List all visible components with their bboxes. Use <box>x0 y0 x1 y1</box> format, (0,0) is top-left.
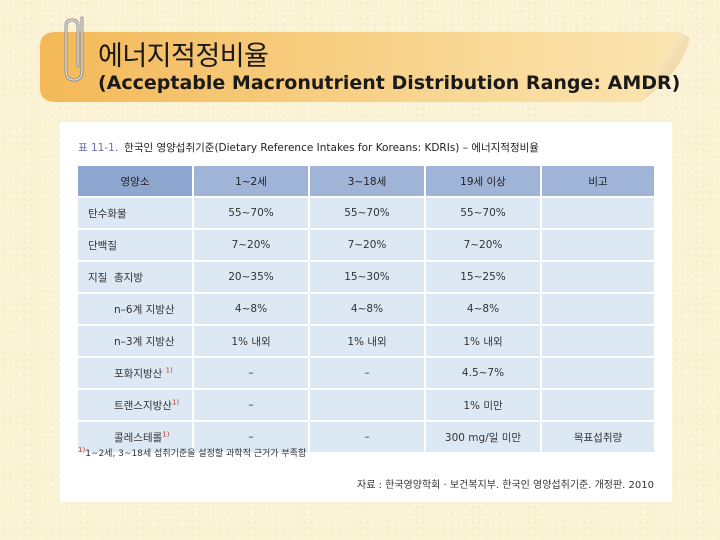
row-label: 탄수화물 <box>78 198 194 230</box>
table-cell: 15~30% <box>310 262 426 294</box>
table-caption: 표 11-1. 한국인 영양섭취기준(Dietary Reference Inta… <box>78 140 539 155</box>
footnote-marker: 1) <box>165 366 173 374</box>
table-cell: 4~8% <box>426 294 542 326</box>
table-number: 표 11-1. <box>78 142 119 154</box>
row-label-text: 트랜스지방산 <box>114 399 172 412</box>
source-citation: 자료 : 한국영양학회 · 보건복지부. 한국인 영양섭취기준. 개정판. 20… <box>357 480 654 491</box>
table-row: 지질 총지방 20~35% 15~30% 15~25% <box>78 262 654 294</box>
table-row: 단백질 7~20% 7~20% 7~20% <box>78 230 654 262</box>
row-label: 단백질 <box>78 230 194 262</box>
footnote-marker: 1) <box>171 398 180 406</box>
table-cell: – <box>310 422 426 454</box>
table-cell: 목표섭취량 <box>542 422 654 454</box>
row-label: 지질 총지방 <box>78 262 194 294</box>
table-cell: 7~20% <box>194 230 310 262</box>
footnote-marker: 1) <box>162 430 170 438</box>
table-cell: – <box>194 390 310 422</box>
table-cell <box>542 358 654 390</box>
table-cell: 15~25% <box>426 262 542 294</box>
row-label: n–3계 지방산 <box>78 326 194 358</box>
row-label: 트랜스지방산1) <box>78 390 194 422</box>
banner-shape <box>40 32 690 102</box>
table-row: 포화지방산 1) – – 4.5~7% <box>78 358 654 390</box>
row-label-text: 콜레스테롤 <box>114 431 163 444</box>
table-cell <box>542 294 654 326</box>
header-cell-age-19-plus: 19세 이상 <box>426 166 542 198</box>
table-row: 트랜스지방산1) – 1% 미만 <box>78 390 654 422</box>
header-cell-age-1-2: 1~2세 <box>194 166 310 198</box>
table-cell: 1% 내외 <box>426 326 542 358</box>
page-title: 에너지적정비율 <box>98 41 269 72</box>
table-cell: – <box>194 422 310 454</box>
table-cell: 7~20% <box>310 230 426 262</box>
table-header-row: 영양소 1~2세 3~18세 19세 이상 비고 <box>78 166 654 198</box>
table-cell <box>542 198 654 230</box>
header-cell-remarks: 비고 <box>542 166 654 198</box>
table-cell <box>542 390 654 422</box>
table-cell: 300 mg/일 미만 <box>426 422 542 454</box>
table-cell: 4~8% <box>194 294 310 326</box>
table-cell: 4.5~7% <box>426 358 542 390</box>
table-cell: – <box>310 358 426 390</box>
table-cell <box>542 326 654 358</box>
table-cell <box>542 230 654 262</box>
table-cell: 1% 내외 <box>194 326 310 358</box>
table-cell: 55~70% <box>194 198 310 230</box>
paperclip-icon <box>64 16 84 82</box>
table-cell: 20~35% <box>194 262 310 294</box>
title-banner <box>40 32 690 102</box>
footnote-mark: 1) <box>78 446 86 454</box>
row-label: n–6계 지방산 <box>78 294 194 326</box>
row-label: 포화지방산 1) <box>78 358 194 390</box>
table-row: n–6계 지방산 4~8% 4~8% 4~8% <box>78 294 654 326</box>
table-cell: 55~70% <box>310 198 426 230</box>
row-label: 콜레스테롤1) <box>78 422 194 454</box>
table-cell: 55~70% <box>426 198 542 230</box>
amdr-table: 영양소 1~2세 3~18세 19세 이상 비고 탄수화물 55~70% 55~… <box>78 166 654 454</box>
table-footnote: 1)1~2세, 3~18세 섭취기준을 설정할 과학적 근거가 부족함 <box>78 446 306 459</box>
footnote-text: 1~2세, 3~18세 섭취기준을 설정할 과학적 근거가 부족함 <box>85 449 307 459</box>
row-label-text: 포화지방산 <box>114 367 163 380</box>
table-row: 탄수화물 55~70% 55~70% 55~70% <box>78 198 654 230</box>
table-cell: – <box>194 358 310 390</box>
table-panel: 표 11-1. 한국인 영양섭취기준(Dietary Reference Inta… <box>60 122 672 502</box>
table-cell <box>310 390 426 422</box>
table-cell <box>542 262 654 294</box>
table-cell: 7~20% <box>426 230 542 262</box>
table-cell: 1% 미만 <box>426 390 542 422</box>
page-subtitle: (Acceptable Macronutrient Distribution R… <box>98 72 681 94</box>
table-caption-text: 한국인 영양섭취기준(Dietary Reference Intakes for… <box>124 142 539 154</box>
header-cell-nutrient: 영양소 <box>78 166 194 198</box>
table-cell: 4~8% <box>310 294 426 326</box>
header-cell-age-3-18: 3~18세 <box>310 166 426 198</box>
table-row: n–3계 지방산 1% 내외 1% 내외 1% 내외 <box>78 326 654 358</box>
table-row: 콜레스테롤1) – – 300 mg/일 미만 목표섭취량 <box>78 422 654 454</box>
table-cell: 1% 내외 <box>310 326 426 358</box>
